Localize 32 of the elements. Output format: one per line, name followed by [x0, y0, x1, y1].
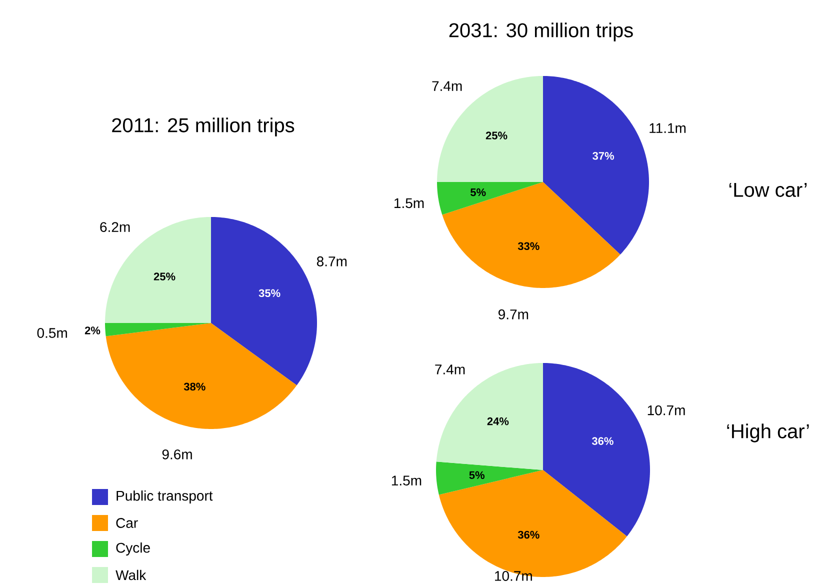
text: ‘Low car’	[729, 183, 807, 197]
data-label: 5%	[469, 471, 485, 480]
chart-title: 2031: 30 million trips	[449, 22, 633, 42]
data-label: 36%	[592, 437, 614, 445]
text: 6.2m	[100, 222, 130, 232]
text: 9.6m	[162, 449, 192, 460]
legend-label: Public transport	[116, 490, 213, 504]
data-label: 24%	[487, 417, 509, 426]
text: 10.7m	[648, 405, 685, 416]
text: 7.4m	[432, 81, 462, 91]
data-label: 2%	[84, 326, 100, 334]
text: 8.7m	[316, 256, 347, 266]
text: 1.5m	[394, 198, 424, 208]
legend-label: Cycle	[116, 542, 150, 556]
data-label: 36%	[518, 530, 540, 539]
text: ‘High car’	[727, 424, 809, 442]
data-label: 33%	[518, 242, 540, 250]
data-label: 5%	[470, 188, 486, 196]
text: 7.4m	[435, 364, 465, 374]
legend-label: Car	[116, 518, 138, 528]
data-label: 38%	[184, 382, 206, 391]
data-label: 25%	[154, 272, 176, 280]
text: 0.5m	[37, 328, 67, 338]
data-label: 35%	[258, 289, 280, 298]
data-label: 25%	[486, 132, 508, 140]
text: 9.7m	[498, 309, 528, 320]
chart-title: 2011: 25 million trips	[112, 118, 294, 136]
text: 1.5m	[392, 476, 422, 486]
text: 11.1m	[650, 123, 686, 133]
data-label: 37%	[592, 152, 614, 160]
text: 10.7m	[495, 571, 532, 581]
legend-label: Walk	[116, 570, 146, 580]
